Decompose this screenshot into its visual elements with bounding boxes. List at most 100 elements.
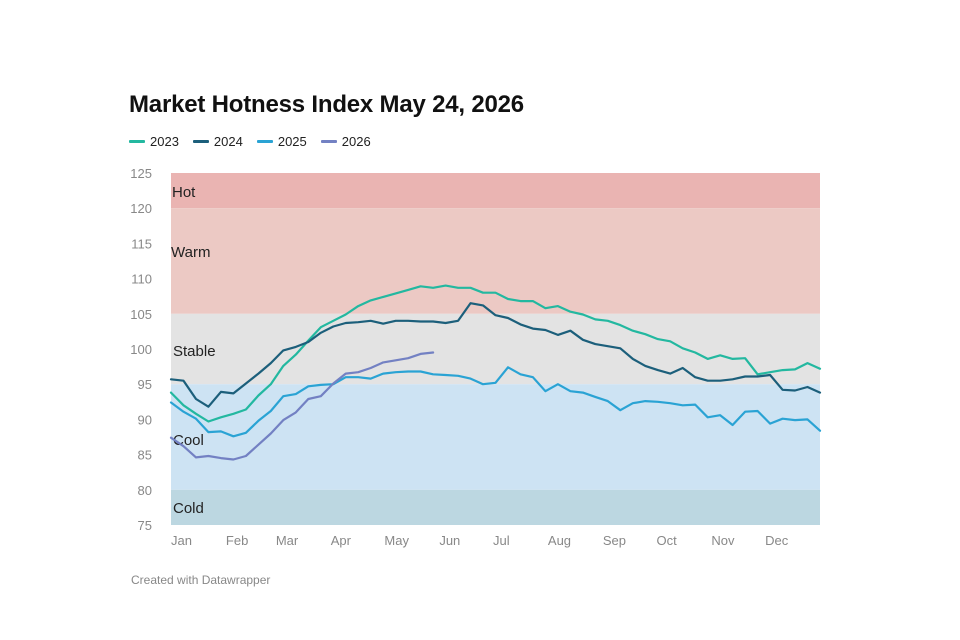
data-point-2023-6 [245, 408, 247, 410]
data-point-2024-40 [669, 373, 671, 375]
data-point-2026-14 [345, 373, 347, 375]
data-point-2023-19 [407, 289, 409, 291]
data-point-2025-24 [469, 378, 471, 380]
data-point-2023-15 [357, 305, 359, 307]
x-tick-label-jun: Jun [439, 533, 460, 548]
data-point-2025-20 [420, 370, 422, 372]
data-point-2025-33 [582, 392, 584, 394]
data-point-2024-14 [345, 322, 347, 324]
data-point-2024-11 [307, 341, 309, 343]
data-point-2025-29 [532, 376, 534, 378]
data-point-2023-1 [182, 404, 184, 406]
data-point-2023-44 [719, 354, 721, 356]
data-point-2023-33 [582, 313, 584, 315]
band-cold [171, 489, 820, 525]
data-point-2023-51 [806, 362, 808, 364]
data-point-2025-1 [182, 411, 184, 413]
data-point-2026-16 [370, 367, 372, 369]
data-point-2025-34 [594, 396, 596, 398]
data-point-2024-39 [657, 369, 659, 371]
data-point-2024-31 [557, 334, 559, 336]
data-point-2025-50 [794, 419, 796, 421]
data-point-2026-5 [232, 458, 234, 460]
legend-item-2026: 2026 [320, 134, 371, 149]
data-point-2023-43 [707, 358, 709, 360]
data-point-2023-50 [794, 368, 796, 370]
data-point-2025-6 [245, 432, 247, 434]
data-point-2024-36 [619, 347, 621, 349]
data-point-2024-3 [207, 406, 209, 408]
data-point-2023-16 [370, 299, 372, 301]
data-point-2025-35 [607, 400, 609, 402]
data-point-2025-51 [806, 418, 808, 420]
legend-label-2024: 2024 [213, 134, 243, 149]
data-point-2026-0 [170, 437, 172, 439]
data-point-2024-4 [220, 391, 222, 393]
data-point-2023-37 [632, 330, 634, 332]
data-point-2024-49 [782, 389, 784, 391]
data-point-2023-5 [232, 413, 234, 415]
y-tick-label-85: 85 [138, 448, 152, 463]
data-point-2025-30 [544, 390, 546, 392]
data-point-2023-30 [544, 307, 546, 309]
data-point-2024-5 [232, 392, 234, 394]
data-point-2025-17 [382, 373, 384, 375]
data-point-2025-10 [295, 393, 297, 395]
data-point-2024-26 [494, 314, 496, 316]
data-point-2023-32 [569, 311, 571, 313]
data-point-2025-21 [432, 373, 434, 375]
data-point-2025-2 [195, 418, 197, 420]
data-point-2025-23 [457, 375, 459, 377]
data-point-2024-46 [744, 375, 746, 377]
data-point-2025-40 [669, 402, 671, 404]
data-point-2024-17 [382, 323, 384, 325]
data-point-2026-10 [295, 411, 297, 413]
x-tick-label-apr: Apr [331, 533, 352, 548]
legend-label-2026: 2026 [341, 134, 371, 149]
data-point-2023-2 [195, 413, 197, 415]
legend-swatch-2025 [256, 140, 273, 143]
data-point-2025-8 [270, 410, 272, 412]
data-point-2026-11 [307, 398, 309, 400]
data-point-2025-16 [370, 378, 372, 380]
y-tick-label-115: 115 [131, 236, 152, 251]
data-point-2025-38 [644, 400, 646, 402]
x-tick-label-feb: Feb [226, 533, 248, 548]
data-point-2023-23 [457, 287, 459, 289]
data-point-2024-30 [544, 329, 546, 331]
data-point-2023-18 [395, 292, 397, 294]
series-2025 [169, 366, 822, 438]
data-point-2024-42 [694, 376, 696, 378]
legend-label-2025: 2025 [277, 134, 307, 149]
data-point-2023-41 [682, 347, 684, 349]
data-point-2026-7 [257, 444, 259, 446]
data-point-2023-34 [594, 318, 596, 320]
data-point-2024-22 [445, 322, 447, 324]
series-line-2026 [169, 351, 435, 461]
data-point-2025-52 [819, 430, 821, 432]
band-warm [171, 208, 820, 314]
data-point-2024-19 [407, 320, 409, 322]
data-point-2024-47 [757, 375, 759, 377]
data-point-2024-24 [469, 302, 471, 304]
data-point-2023-7 [257, 394, 259, 396]
legend-item-2023: 2023 [129, 134, 179, 149]
data-point-2026-21 [432, 351, 434, 353]
data-point-2023-10 [295, 354, 297, 356]
data-point-2025-37 [632, 402, 634, 404]
data-point-2023-8 [270, 383, 272, 385]
x-tick-label-dec: Dec [765, 533, 789, 548]
data-point-2025-36 [619, 409, 621, 411]
data-point-2025-11 [307, 385, 309, 387]
band-label-cool: Cool [173, 432, 204, 449]
data-point-2025-12 [320, 384, 322, 386]
data-point-2024-44 [719, 380, 721, 382]
data-point-2023-28 [519, 300, 521, 302]
data-point-2026-20 [420, 353, 422, 355]
y-tick-label-90: 90 [138, 412, 152, 427]
series-line-2025 [169, 366, 822, 438]
data-point-2023-13 [332, 320, 334, 322]
data-point-2023-24 [469, 287, 471, 289]
data-point-2025-25 [482, 383, 484, 385]
